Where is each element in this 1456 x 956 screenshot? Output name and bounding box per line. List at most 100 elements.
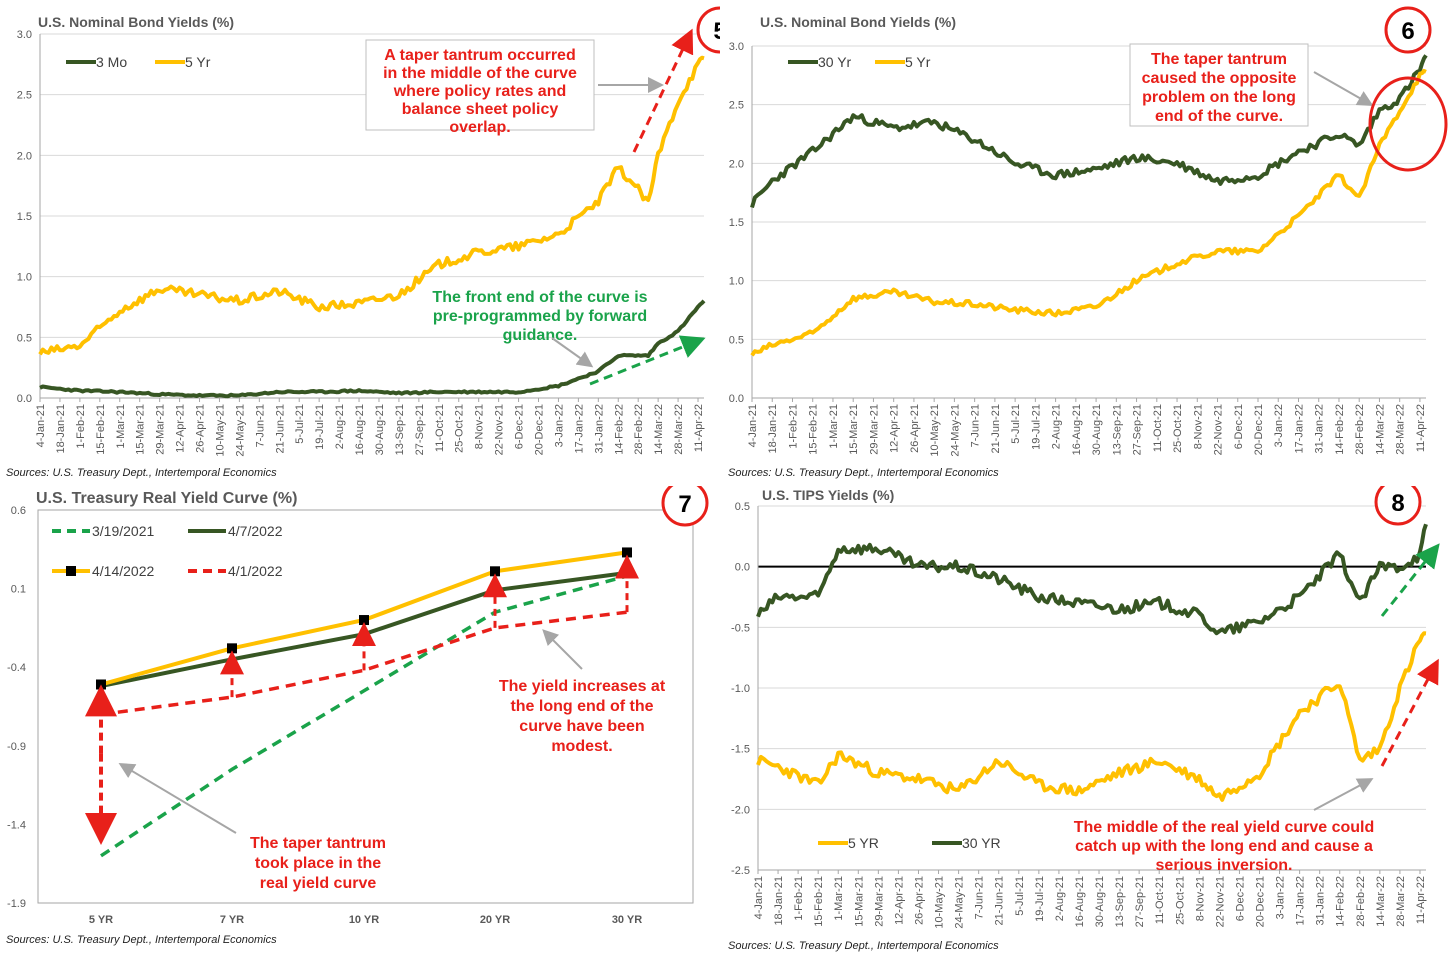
annotation-arrow-gray — [551, 337, 594, 368]
x-tick-label: 27-Sep-21 — [414, 404, 426, 455]
y-tick-label: -1.9 — [7, 898, 26, 910]
y-tick-label: 0.5 — [729, 334, 744, 346]
y-tick-label: 3.0 — [729, 41, 744, 53]
x-tick-label: 28-Mar-22 — [1395, 404, 1407, 455]
series-line-5-yr — [38, 55, 705, 356]
y-tick-label: 0.0 — [729, 393, 744, 405]
x-tick-label: 4-Jan-21 — [35, 404, 47, 447]
y-tick-label: -0.4 — [7, 662, 26, 674]
x-tick-label: 16-Aug-21 — [1071, 404, 1083, 455]
x-tick-label: 22-Nov-21 — [494, 404, 506, 455]
x-tick-label: 4-Jan-21 — [747, 404, 759, 447]
x-tick-label: 14-Mar-22 — [1374, 404, 1386, 455]
x-tick-label: 19-Jul-21 — [1034, 876, 1046, 922]
x-tick-label: 11-Apr-22 — [1415, 404, 1427, 452]
x-tick-label: 22-Nov-21 — [1213, 404, 1225, 455]
chart-svg-8: U.S. TIPS Yields (%) -2.5 -2.0 -1.5 -1.0 -0.5… — [731, 486, 1440, 929]
x-tick-label: 15-Feb-21 — [808, 404, 820, 455]
x-tick-label: 24-May-21 — [954, 876, 966, 929]
x-tick-label: 12-Apr-21 — [893, 876, 905, 925]
x-tick-label: 16-Aug-21 — [354, 404, 366, 455]
legend-label: 30 YR — [962, 835, 1001, 851]
legend-marker — [66, 566, 76, 576]
plot-frame — [37, 509, 694, 904]
x-tick-label: 18-Jan-21 — [55, 404, 67, 454]
x-tick-label: 17-Jan-22 — [573, 404, 585, 454]
x-tick-label: 1-Feb-21 — [793, 876, 805, 921]
x-tick-label: 7-Jun-21 — [254, 404, 266, 447]
x-tick-label: 5-Jul-21 — [1010, 404, 1022, 444]
x-tick-label: 28-Mar-22 — [673, 404, 685, 455]
x-tick-label: 26-Apr-21 — [195, 404, 207, 453]
badge-number: 8 — [1391, 490, 1404, 517]
x-tick-label: 25-Oct-21 — [1172, 404, 1184, 453]
annotation-line: serious inversion. — [1156, 857, 1293, 874]
y-tick-label: -1.4 — [7, 819, 26, 831]
x-tick-label: 29-Mar-21 — [873, 876, 885, 927]
annotation-line: The middle of the real yield curve could — [1074, 819, 1375, 836]
x-tick-label: 11-Apr-22 — [1415, 876, 1427, 924]
x-tick-label: 20 YR — [480, 914, 510, 926]
series-marker — [490, 566, 500, 577]
chart-title: U.S. TIPS Yields (%) — [762, 487, 894, 503]
y-tick-label: 1.5 — [729, 217, 744, 229]
annotation-line: The taper tantrum — [250, 835, 386, 852]
x-tick-label: 17-Jan-22 — [1295, 876, 1307, 926]
x-tick-label: 6-Dec-21 — [1234, 876, 1246, 921]
y-tick-label: 2.0 — [17, 150, 32, 162]
chart-title: U.S. Nominal Bond Yields (%) — [38, 14, 234, 30]
x-tick-label: 6-Dec-21 — [514, 404, 526, 449]
y-tick-label: -2.5 — [731, 865, 750, 877]
x-tick-label: 19-Jul-21 — [314, 404, 326, 450]
x-tick-label: 4-Jan-21 — [753, 876, 765, 919]
x-tick-label: 10 YR — [349, 914, 379, 926]
x-tick-label: 27-Sep-21 — [1132, 404, 1144, 455]
x-tick-label: 13-Sep-21 — [394, 404, 406, 455]
legend-label: 30 Yr — [818, 54, 852, 70]
y-tick-label: 2.0 — [729, 158, 744, 170]
legend-label: 3 Mo — [96, 54, 127, 70]
x-tick-label: 13-Sep-21 — [1114, 876, 1126, 927]
x-tick-label: 26-Apr-21 — [909, 404, 921, 453]
x-tick-label: 6-Dec-21 — [1233, 404, 1245, 449]
series-line-5-yr — [750, 68, 1427, 357]
x-tick-label: 22-Nov-21 — [1214, 876, 1226, 927]
x-tick-label: 18-Jan-21 — [767, 404, 779, 454]
x-tick-label: 10-May-21 — [214, 404, 226, 457]
source-note-8: Sources: U.S. Treasury Dept., Intertempo… — [728, 940, 999, 952]
x-tick-label: 3-Jan-22 — [1275, 876, 1287, 919]
x-tick-label: 3-Jan-22 — [1273, 404, 1285, 447]
x-tick-label: 7-Jun-21 — [974, 876, 986, 919]
x-tick-label: 19-Jul-21 — [1030, 404, 1042, 450]
y-tick-label: 0.0 — [17, 393, 32, 405]
x-tick-label: 16-Aug-21 — [1074, 876, 1086, 927]
x-tick-label: 30-Aug-21 — [1094, 876, 1106, 927]
annotation-line: end of the curve. — [1155, 108, 1283, 125]
x-tick-label: 15-Feb-21 — [813, 876, 825, 927]
x-tick-label: 15-Mar-21 — [848, 404, 860, 455]
x-tick-label: 25-Oct-21 — [1174, 876, 1186, 925]
y-tick-label: 1.0 — [17, 272, 32, 284]
annotation-line: A taper tantrum occurred — [384, 47, 575, 64]
series-line-3-19-2021 — [100, 574, 628, 858]
annotation-box-red — [365, 39, 595, 131]
chart-title: U.S. Treasury Real Yield Curve (%) — [36, 490, 297, 507]
chart-svg-7: U.S. Treasury Real Yield Curve (%) -1.9 -1… — [7, 486, 709, 926]
x-tick-label: 28-Feb-22 — [1354, 404, 1366, 455]
x-tick-label: 1-Feb-21 — [787, 404, 799, 449]
series-marker — [227, 643, 237, 654]
x-tick-label: 20-Dec-21 — [1255, 876, 1267, 927]
legend-label: 4/14/2022 — [92, 563, 154, 579]
x-tick-label: 21-Jun-21 — [990, 404, 1002, 454]
trend-arrow-green — [1380, 543, 1440, 617]
x-tick-label: 17-Jan-22 — [1293, 404, 1305, 454]
x-tick-label: 1-Feb-21 — [75, 404, 87, 449]
legend-label: 3/19/2021 — [92, 523, 154, 539]
series-line-4-1-2022 — [100, 610, 628, 717]
x-tick-label: 14-Feb-22 — [1335, 876, 1347, 927]
chart-panel-8: U.S. TIPS Yields (%) -2.5 -2.0 -1.5 -1.0 -0.5… — [722, 486, 1456, 956]
y-tick-label: 0.1 — [11, 584, 26, 596]
y-tick-label: 1.0 — [729, 276, 744, 288]
annotation-line: The taper tantrum — [1151, 51, 1287, 68]
annotation-line: pre-programmed by forward — [433, 308, 647, 325]
